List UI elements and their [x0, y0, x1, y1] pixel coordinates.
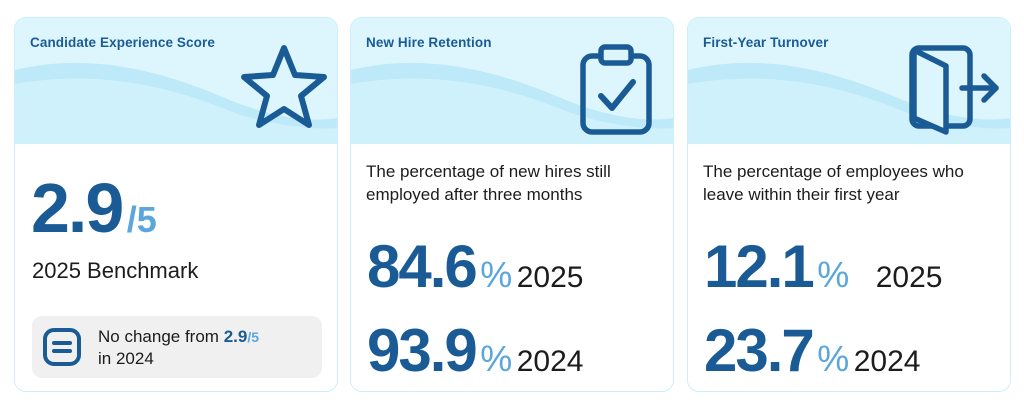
metric-year: 2025 — [516, 261, 584, 294]
score-value: 2.9 — [31, 169, 124, 247]
metric-description: The percentage of new hires still employ… — [366, 162, 611, 204]
metric-unit: % — [817, 338, 850, 379]
note-value: 2.9 — [223, 327, 248, 346]
metric-unit: % — [480, 338, 513, 379]
metric-year: 2024 — [516, 345, 584, 378]
clipboard-check-icon — [580, 44, 652, 135]
score-suffix: /5 — [126, 199, 157, 240]
metric-value: 23.7 — [704, 317, 815, 384]
metric-unit: % — [480, 254, 513, 295]
metric-unit: % — [817, 254, 850, 295]
metric-row-2024: 23.7 % 2024 — [704, 316, 920, 385]
note-prefix: No change from — [98, 327, 224, 346]
metric-value: 93.9 — [367, 317, 478, 384]
card-header: Candidate Experience Score — [15, 18, 337, 144]
equals-icon — [43, 328, 81, 366]
score-caption: 2025 Benchmark — [32, 258, 199, 283]
change-note: No change from 2.9/5 in 2024 — [32, 316, 322, 378]
metric-row-2024: 93.9 % 2024 — [367, 316, 583, 385]
card-title: Candidate Experience Score — [30, 35, 215, 50]
note-suffix: /5 — [247, 329, 260, 345]
metric-year: 2024 — [853, 345, 921, 378]
wave-decoration — [351, 62, 673, 144]
metric-description: The percentage of employees who leave wi… — [703, 162, 964, 204]
metric-year: 2025 — [875, 261, 943, 294]
first-year-turnover-card: First-Year Turnover The percentage of em… — [687, 17, 1011, 392]
card-title: New Hire Retention — [366, 35, 492, 50]
card-header: First-Year Turnover — [688, 18, 1010, 144]
metric-value: 12.1 — [704, 233, 815, 300]
score-display: 2.9 /5 — [31, 168, 157, 248]
candidate-experience-card: Candidate Experience Score 2.9 /5 2025 B… — [14, 17, 338, 392]
new-hire-retention-card: New Hire Retention The percentage of new… — [350, 17, 674, 392]
metric-row-2025: 12.1 % 2025 — [704, 232, 942, 301]
star-icon — [241, 45, 327, 128]
card-title: First-Year Turnover — [703, 35, 829, 50]
note-tail: in 2024 — [98, 349, 154, 368]
card-header: New Hire Retention — [351, 18, 673, 144]
metric-value: 84.6 — [367, 233, 478, 300]
metric-row-2025: 84.6 % 2025 — [367, 232, 583, 301]
door-exit-icon — [909, 45, 999, 135]
